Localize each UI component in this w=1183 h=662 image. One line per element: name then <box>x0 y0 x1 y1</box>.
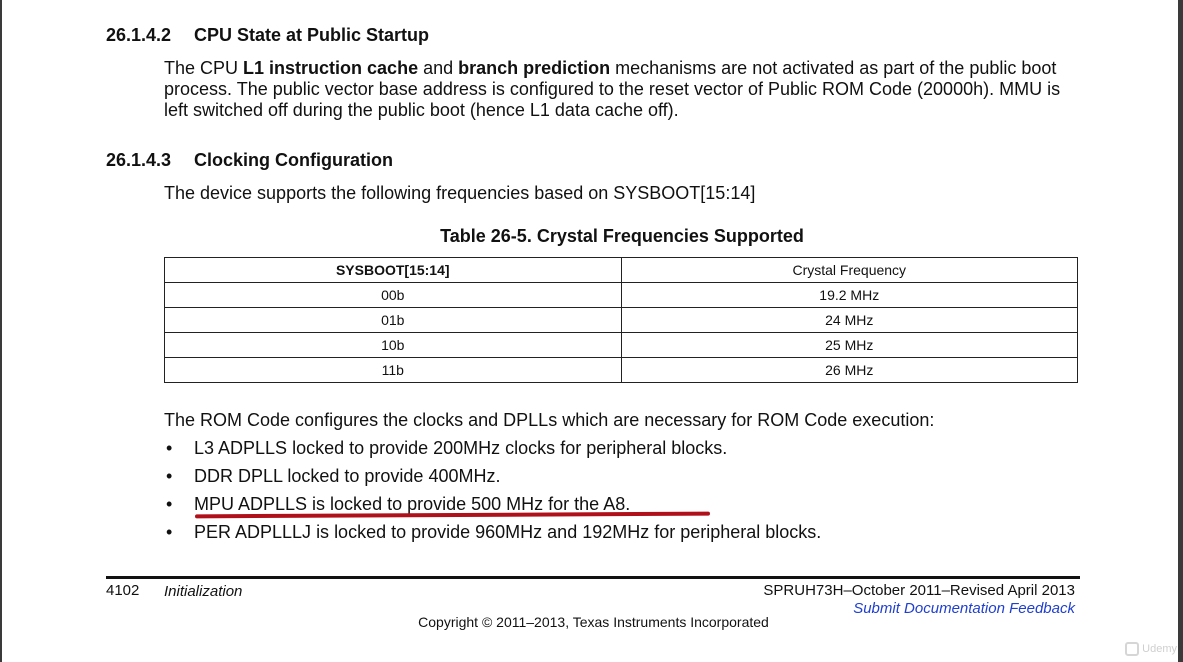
section-heading-cpu-state: 26.1.4.2 CPU State at Public Startup <box>106 25 429 46</box>
section-title: CPU State at Public Startup <box>194 25 430 45</box>
list-item: • DDR DPLL locked to provide 400MHz. <box>166 466 501 486</box>
udemy-logo-icon <box>1125 642 1140 656</box>
table-cell: 00b <box>164 282 622 308</box>
table-cell: 19.2 MHz <box>620 282 1078 308</box>
rom-code-intro: The ROM Code configures the clocks and D… <box>164 410 935 430</box>
document-id: SPRUH73H–October 2011–Revised April 2013 <box>763 582 1075 599</box>
table-row: 01b 24 MHz <box>164 307 1078 333</box>
table-cell: 26 MHz <box>620 357 1078 383</box>
watermark-text: Udemy <box>1142 643 1177 655</box>
bullet-icon: • <box>166 466 173 486</box>
section-title: Clocking Configuration <box>194 150 393 170</box>
section-heading-clocking: 26.1.4.3 Clocking Configuration <box>106 150 393 171</box>
table-row: 11b 26 MHz <box>164 357 1078 383</box>
footer-rule <box>106 576 1080 579</box>
table-caption: Table 26-5. Crystal Frequencies Supporte… <box>440 226 804 246</box>
list-item: • L3 ADPLLS locked to provide 200MHz cloc… <box>166 438 728 458</box>
section-number: 26.1.4.3 <box>106 150 172 170</box>
table-cell: 11b <box>164 357 622 383</box>
copyright-notice: Copyright © 2011–2013, Texas Instruments… <box>418 614 769 630</box>
clocking-intro: The device supports the following freque… <box>164 183 756 203</box>
column-header-sysboot: SYSBOOT[15:14] <box>164 257 622 283</box>
list-item: • MPU ADPLLS is locked to provide 500 MHz… <box>166 494 631 514</box>
watermark: Udemy <box>1125 642 1177 656</box>
page-number: 4102 <box>106 582 140 599</box>
section-number: 26.1.4.2 <box>106 25 172 45</box>
bullet-list: • L3 ADPLLS locked to provide 200MHz cloc… <box>164 436 821 548</box>
footer-section-name: Initialization <box>164 583 243 600</box>
column-header-frequency: Crystal Frequency <box>620 257 1078 283</box>
bullet-icon: • <box>166 522 173 542</box>
table-row: 00b 19.2 MHz <box>164 282 1078 308</box>
table-row: 10b 25 MHz <box>164 332 1078 358</box>
bullet-icon: • <box>166 494 173 514</box>
table-cell: 10b <box>164 332 622 358</box>
table-cell: 01b <box>164 307 622 333</box>
crystal-frequency-table: SYSBOOT[15:14] Crystal Frequency 00b 19.… <box>164 257 1078 383</box>
table-cell: 24 MHz <box>620 307 1078 333</box>
bullet-icon: • <box>166 438 173 458</box>
feedback-link[interactable]: Submit Documentation Feedback <box>853 600 1075 617</box>
table-header-row: SYSBOOT[15:14] Crystal Frequency <box>164 257 1078 283</box>
cpu-state-paragraph: The CPU L1 instruction cache and branch … <box>164 58 1061 120</box>
list-item: • PER ADPLLLJ is locked to provide 960MHz… <box>166 522 822 542</box>
table-cell: 25 MHz <box>620 332 1078 358</box>
